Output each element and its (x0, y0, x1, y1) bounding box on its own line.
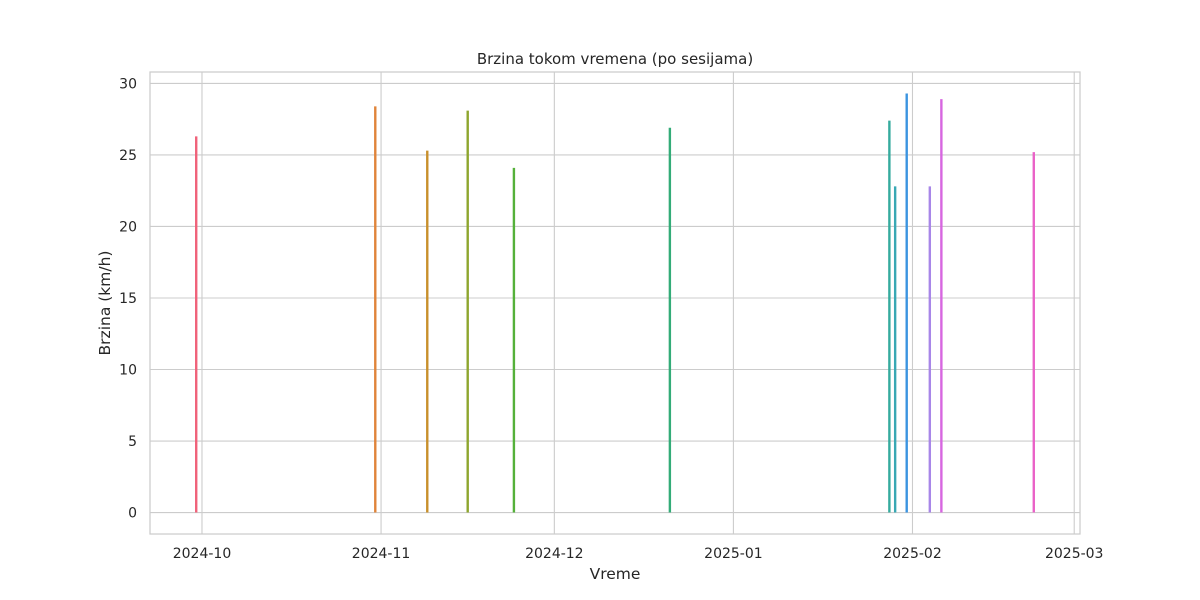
x-tick-label: 2025-02 (883, 546, 942, 562)
series-group (195, 93, 1035, 513)
plot-area (149, 71, 1081, 535)
x-tick-label: 2024-12 (525, 546, 584, 562)
y-tick-label: 15 (119, 291, 137, 307)
chart-title: Brzina tokom vremena (po sesijama) (477, 50, 753, 68)
y-tick-label: 30 (119, 76, 137, 92)
y-tick-label: 0 (128, 506, 137, 522)
y-axis-label: Brzina (km/h) (96, 251, 114, 356)
x-tick-label: 2024-10 (173, 546, 232, 562)
grid-lines (150, 72, 1080, 534)
y-tick-label: 25 (119, 148, 137, 164)
y-tick-label: 20 (119, 219, 137, 235)
x-tick-label: 2025-01 (704, 546, 763, 562)
y-tick-label: 10 (119, 363, 137, 379)
x-tick-labels: 2024-10 2024-11 2024-12 2025-01 2025-02 2025-… (173, 546, 1104, 562)
x-tick-label: 2024-11 (352, 546, 411, 562)
y-tick-labels: 0 5 10 15 20 25 30 (119, 76, 137, 521)
x-tick-label: 2025-03 (1045, 546, 1104, 562)
x-axis-label: Vreme (590, 565, 641, 583)
y-tick-label: 5 (128, 434, 137, 450)
